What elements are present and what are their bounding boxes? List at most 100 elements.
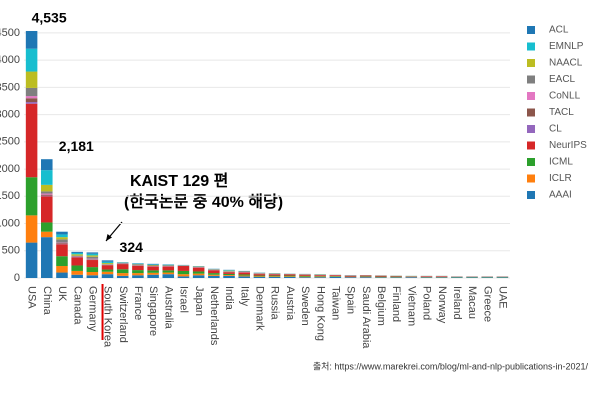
bar-segment xyxy=(41,170,53,185)
x-tick-label: Vietnam xyxy=(405,286,417,326)
y-tick-label: 1000 xyxy=(0,217,20,229)
bar-segment xyxy=(238,275,250,277)
bar-segment xyxy=(101,265,114,270)
bar-segment xyxy=(375,277,387,278)
bar-segment xyxy=(314,277,326,278)
bar-segment xyxy=(41,231,53,238)
bar-segment xyxy=(101,274,114,278)
x-tick-label: Canada xyxy=(71,286,83,325)
bar-segment xyxy=(71,274,83,278)
bar-segment xyxy=(147,263,159,265)
x-tick-label: Belgium xyxy=(375,286,387,326)
bar-segment xyxy=(284,276,296,278)
bar-segment xyxy=(25,242,38,278)
bar-segment xyxy=(56,256,68,267)
bar-segment xyxy=(101,261,114,264)
bar-segment xyxy=(208,273,220,275)
x-tick-label: China xyxy=(41,286,53,316)
bar-segment xyxy=(284,274,296,276)
x-tick-label: Hong Kong xyxy=(314,286,326,341)
legend-label: CL xyxy=(549,124,562,135)
x-tick-label: Greece xyxy=(481,286,493,322)
bar-segment xyxy=(268,275,281,277)
bar-segment xyxy=(86,275,99,278)
bar-segment xyxy=(86,259,99,260)
y-tick-label: 3500 xyxy=(0,81,20,93)
bar-segment xyxy=(25,102,38,104)
bar-segment xyxy=(71,257,83,266)
x-tick-label: Russia xyxy=(269,286,281,321)
x-tick-label: Poland xyxy=(421,286,433,320)
bar-segment xyxy=(86,252,99,254)
bar-segment xyxy=(41,184,53,192)
bar-segment xyxy=(25,48,38,72)
x-tick-label: Austria xyxy=(284,286,296,321)
bar-segment xyxy=(86,258,99,260)
bar-segment xyxy=(162,274,175,278)
bar-segment xyxy=(71,265,83,271)
bar-segment xyxy=(71,255,83,257)
bar-segment xyxy=(116,263,129,264)
bar-segment xyxy=(496,277,509,278)
y-tick-label: 500 xyxy=(2,245,20,257)
bar-segment xyxy=(177,270,190,275)
bar-segment xyxy=(314,276,326,277)
bar-segment xyxy=(56,243,68,244)
bar-segment xyxy=(299,276,311,278)
legend-swatch xyxy=(527,191,535,199)
y-tick-label: 0 xyxy=(14,272,20,284)
x-tick-label: Japan xyxy=(193,286,205,316)
bar-segment xyxy=(41,191,53,194)
bar-segment xyxy=(162,270,175,273)
bar-segment xyxy=(71,252,83,255)
legend-swatch xyxy=(527,59,535,67)
bar-segment xyxy=(162,266,175,271)
bar-segment xyxy=(86,255,99,257)
bar-segment xyxy=(116,269,129,274)
bar-segment xyxy=(192,273,205,276)
arrow-head xyxy=(106,234,112,241)
bar-segment xyxy=(25,96,38,99)
x-tick-label: UK xyxy=(56,286,68,302)
bar-segment xyxy=(329,276,342,277)
legend-swatch xyxy=(527,42,535,51)
bar-segment xyxy=(25,177,38,216)
bar-segment xyxy=(359,275,372,277)
bar-segment xyxy=(435,276,448,277)
legend-swatch xyxy=(527,26,535,34)
bar-segment xyxy=(56,239,68,243)
bar-segment xyxy=(192,267,205,272)
x-tick-label: Germany xyxy=(86,286,98,332)
bar-segment xyxy=(481,277,493,278)
bar-segment xyxy=(41,196,53,223)
bar-segment xyxy=(329,275,342,277)
bar-segment xyxy=(41,193,53,195)
legend-label: AAAI xyxy=(549,190,572,201)
bar-segment xyxy=(132,273,144,276)
bar-segment xyxy=(71,270,83,275)
bar-segment xyxy=(116,264,129,270)
bar-segment xyxy=(147,264,159,265)
x-tick-label: Netherlands xyxy=(208,286,220,346)
legend-swatch xyxy=(527,75,535,84)
legend-label: NAACL xyxy=(549,58,583,69)
bar-segment xyxy=(25,98,38,103)
bar-segment xyxy=(359,277,372,278)
bar-segment xyxy=(223,273,235,276)
x-tick-label: USA xyxy=(26,286,38,309)
y-tick-label: 2500 xyxy=(0,136,20,148)
bar-segment xyxy=(359,276,372,277)
bar-segment xyxy=(147,272,159,275)
bar-segment xyxy=(223,272,235,274)
y-tick-label: 1500 xyxy=(0,190,20,202)
bar-segment xyxy=(71,251,83,253)
y-tick-label: 4000 xyxy=(0,54,20,66)
bar-segment xyxy=(208,269,220,270)
bar-segment xyxy=(344,277,357,278)
bar-segment xyxy=(208,274,220,276)
annotation-line-1: KAIST 129 편 xyxy=(130,172,228,190)
source: 출처: https://www.marekrei.com/blog/ml-and… xyxy=(313,360,589,371)
bar-segment xyxy=(177,274,190,277)
bar-segment xyxy=(101,269,114,272)
